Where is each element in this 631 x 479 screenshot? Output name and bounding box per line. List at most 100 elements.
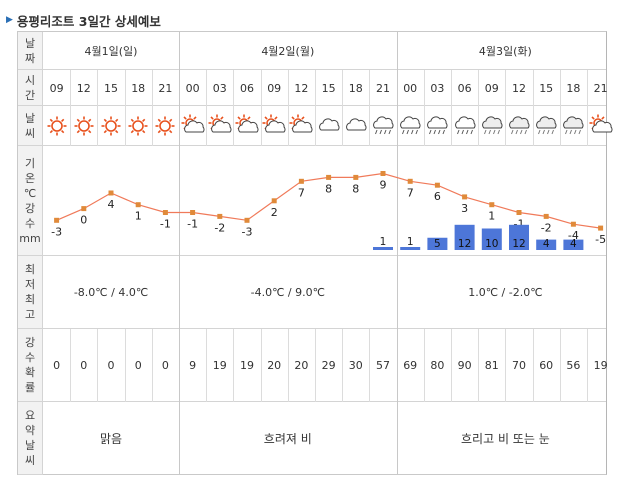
- temperature-point: [81, 206, 87, 212]
- precip-prob-cell: 57: [375, 359, 390, 372]
- temperature-point: [244, 217, 250, 223]
- precipitation-bar: [373, 247, 393, 250]
- temperature-label: -3: [51, 225, 62, 238]
- time-cell: 21: [593, 81, 608, 95]
- column-divider: [423, 329, 425, 402]
- time-cell: 15: [539, 81, 554, 95]
- temperature-label: -2: [214, 221, 225, 234]
- column-divider: [505, 70, 507, 146]
- snow-rain-icon: [536, 116, 557, 135]
- precipitation-bar: [563, 239, 584, 250]
- column-divider: [478, 70, 480, 146]
- day-date-cell: 4월2일(월): [261, 45, 315, 58]
- temperature-point: [380, 171, 386, 176]
- temperature-label: 7: [298, 186, 305, 199]
- day-minmax-cell: -8.0℃ / 4.0℃: [73, 286, 149, 299]
- time-cell: 18: [566, 81, 581, 95]
- day-date-cell: 4월3일(화): [478, 45, 532, 58]
- sun-icon: [74, 116, 94, 136]
- column-divider: [97, 70, 99, 146]
- row-header-char: 짜: [24, 51, 36, 65]
- column-divider: [451, 329, 452, 402]
- temperature-label: 9: [380, 179, 387, 192]
- column-divider: [587, 70, 588, 146]
- temperature-chart: -3 0 4 1 -1 -1 -2 -3 2 7 8 8 9 7 6 3 1 -1 -2 -4 -5 1 1 5 12 10 12 4…: [51, 171, 606, 250]
- sun-icon: [128, 116, 148, 136]
- temperature-point: [298, 178, 304, 184]
- precip-prob-cell: 70: [511, 359, 526, 372]
- temperature-point: [516, 210, 522, 215]
- column-divider: [287, 329, 289, 402]
- row-divider: [18, 401, 606, 402]
- column-divider: [124, 329, 126, 402]
- precip-prob-cell: 29: [321, 359, 336, 372]
- time-cell: 21: [158, 81, 173, 95]
- temperature-label: -5: [595, 233, 606, 246]
- temperature-label: 3: [461, 202, 468, 215]
- column-divider: [342, 329, 344, 402]
- day-summary-cell: 흐려져 비: [263, 432, 312, 446]
- column-divider: [206, 70, 208, 146]
- precip-prob-cell: 60: [539, 359, 554, 372]
- column-divider: [315, 70, 316, 146]
- precipitation-bar: [536, 239, 557, 250]
- column-divider: [206, 329, 208, 402]
- forecast-table: 날 짜 시 간 날 씨 기 온 ℃ 강 수 mm 최 저 최 고 강 수 확 률 요 약 날 씨 4월1일(일) -8.0℃ / …: [17, 31, 613, 475]
- sun-icon: [47, 116, 66, 136]
- temperature-label: 6: [434, 190, 441, 203]
- column-divider: [97, 329, 99, 402]
- column-divider: [260, 70, 262, 146]
- row-divider: [18, 145, 606, 146]
- forecast-title-text: 용평리조트 3일간 상세예보: [16, 13, 161, 29]
- temperature-point: [108, 190, 114, 196]
- precipitation-label: 1: [380, 236, 387, 248]
- time-cell: 00: [403, 81, 418, 95]
- temperature-point: [54, 217, 60, 223]
- precipitation-label: 4: [570, 238, 577, 250]
- precip-prob-cell: 81: [484, 359, 499, 372]
- temperature-label: -4: [568, 229, 579, 242]
- precipitation-label: 12: [458, 238, 471, 250]
- row-header-char: 온: [24, 171, 36, 185]
- column-divider: [451, 70, 452, 146]
- column-divider: [423, 70, 425, 146]
- row-header-char: 저: [24, 278, 36, 291]
- time-cell: 12: [76, 81, 91, 95]
- snow-rain-icon: [481, 116, 503, 135]
- snow-rain-icon: [509, 116, 530, 135]
- row-header-char: 요: [24, 409, 36, 422]
- temperature-label: -1: [514, 218, 525, 231]
- row-header-char: 률: [24, 381, 36, 394]
- precipitation-label: 4: [543, 238, 550, 250]
- rain-icon: [427, 116, 448, 135]
- row-header-char: 시: [24, 73, 36, 87]
- precipitation-bar: [427, 237, 448, 250]
- column-divider: [260, 329, 262, 402]
- time-cell: 09: [49, 81, 64, 95]
- column-divider: [369, 70, 371, 146]
- precipitation-bar: [454, 224, 475, 250]
- precip-prob-cell: 19: [593, 359, 608, 372]
- sun-cloud-icon: [235, 114, 259, 133]
- sun-icon: [101, 116, 121, 136]
- temperature-label: 4: [108, 198, 115, 211]
- temperature-point: [190, 210, 196, 215]
- row-header-char: 수: [24, 351, 36, 364]
- column-divider: [70, 329, 72, 402]
- temperature-label: 8: [325, 182, 332, 195]
- row-divider: [18, 105, 606, 106]
- temperature-point: [162, 210, 168, 215]
- column-divider: [587, 329, 588, 402]
- temperature-point: [135, 202, 141, 208]
- rain-icon: [400, 116, 421, 135]
- precip-prob-cell: 69: [403, 359, 418, 372]
- temperature-label: 7: [407, 186, 414, 199]
- temperature-label: -2: [541, 221, 552, 234]
- temperature-label: 8: [352, 182, 359, 195]
- precip-prob-cell: 90: [457, 359, 472, 372]
- row-header-char: 수: [24, 216, 36, 230]
- precip-prob-cell: 0: [161, 359, 169, 372]
